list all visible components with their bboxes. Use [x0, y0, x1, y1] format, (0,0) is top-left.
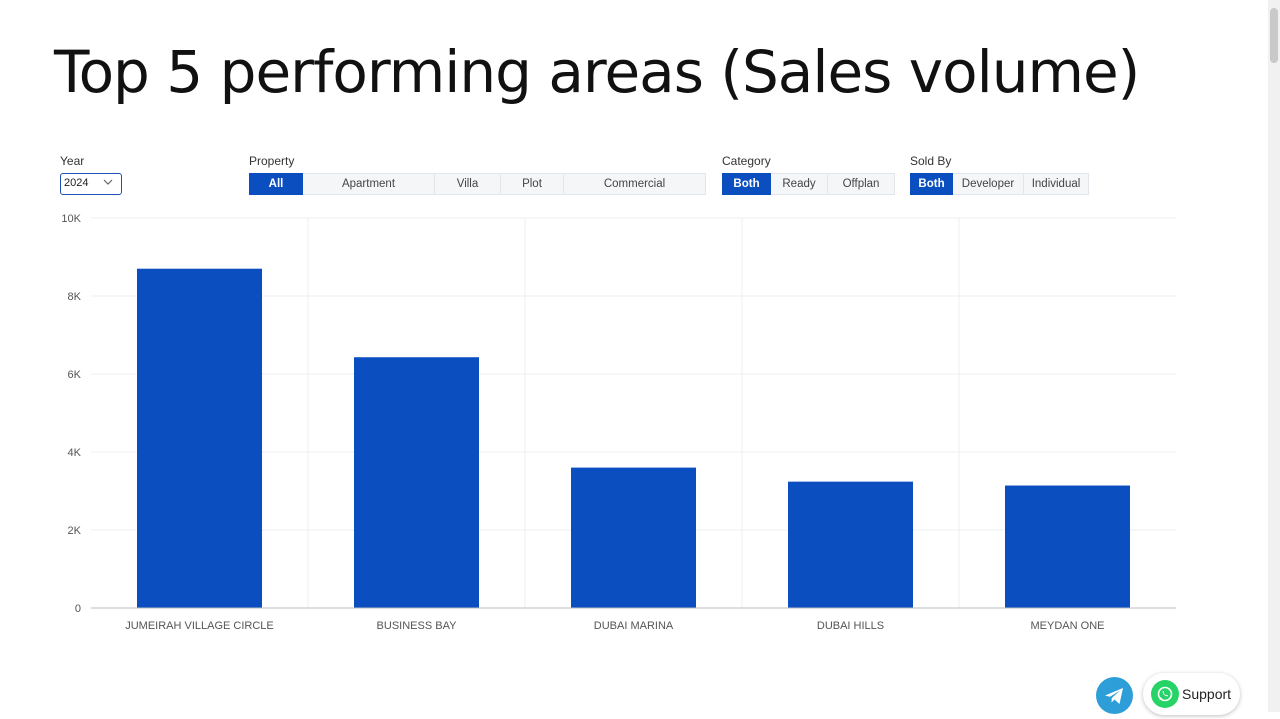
whatsapp-icon	[1151, 680, 1179, 708]
x-tick-label: BUSINESS BAY	[377, 620, 458, 632]
sold-by-filter-label: Sold By	[910, 154, 952, 168]
category-option-offplan[interactable]: Offplan	[828, 173, 895, 195]
chevron-down-icon	[103, 177, 113, 190]
bar	[354, 357, 479, 608]
category-option-ready[interactable]: Ready	[771, 173, 828, 195]
bar	[788, 481, 913, 608]
bar-chart: 0 2K 4K 6K 8K 10K JUMEIRAH VILLAGE CIRCLE BUSIN…	[61, 213, 1176, 632]
scrollbar-thumb[interactable]	[1270, 8, 1278, 63]
y-tick-label: 8K	[68, 291, 82, 303]
y-tick-label: 10K	[61, 213, 81, 225]
sold-by-option-developer[interactable]: Developer	[953, 173, 1024, 195]
property-option-apartment[interactable]: Apartment	[303, 173, 435, 195]
telegram-icon	[1105, 688, 1123, 704]
property-option-commercial[interactable]: Commercial	[564, 173, 706, 195]
x-tick-label: MEYDAN ONE	[1031, 620, 1105, 632]
y-tick-label: 0	[75, 603, 81, 615]
category-filter-label: Category	[722, 154, 771, 168]
year-select-value: 2024	[64, 177, 89, 189]
x-tick-label: JUMEIRAH VILLAGE CIRCLE	[125, 620, 274, 632]
y-tick-label: 6K	[68, 369, 82, 381]
property-option-all[interactable]: All	[249, 173, 303, 195]
page-title: Top 5 performing areas (Sales volume)	[54, 38, 1140, 106]
property-option-villa[interactable]: Villa	[435, 173, 501, 195]
page-scrollbar[interactable]	[1268, 0, 1280, 712]
x-tick-label: DUBAI MARINA	[594, 620, 674, 632]
bar	[1005, 485, 1130, 608]
bar	[137, 268, 262, 608]
category-option-both[interactable]: Both	[722, 173, 771, 195]
property-option-plot[interactable]: Plot	[501, 173, 564, 195]
category-filter: Both Ready Offplan	[722, 173, 895, 195]
property-filter: All Apartment Villa Plot Commercial	[249, 173, 706, 195]
year-select[interactable]: 2024	[60, 173, 122, 195]
y-tick-label: 4K	[68, 447, 82, 459]
sold-by-option-individual[interactable]: Individual	[1024, 173, 1089, 195]
property-filter-label: Property	[249, 154, 295, 168]
bar	[571, 467, 696, 608]
support-label: Support	[1182, 686, 1232, 702]
sold-by-option-both[interactable]: Both	[910, 173, 953, 195]
y-tick-label: 2K	[68, 525, 82, 537]
support-button[interactable]: Support	[1143, 673, 1240, 715]
telegram-button[interactable]	[1096, 677, 1133, 714]
x-tick-label: DUBAI HILLS	[817, 620, 884, 632]
sold-by-filter: Both Developer Individual	[910, 173, 1089, 195]
year-filter-label: Year	[60, 154, 85, 168]
